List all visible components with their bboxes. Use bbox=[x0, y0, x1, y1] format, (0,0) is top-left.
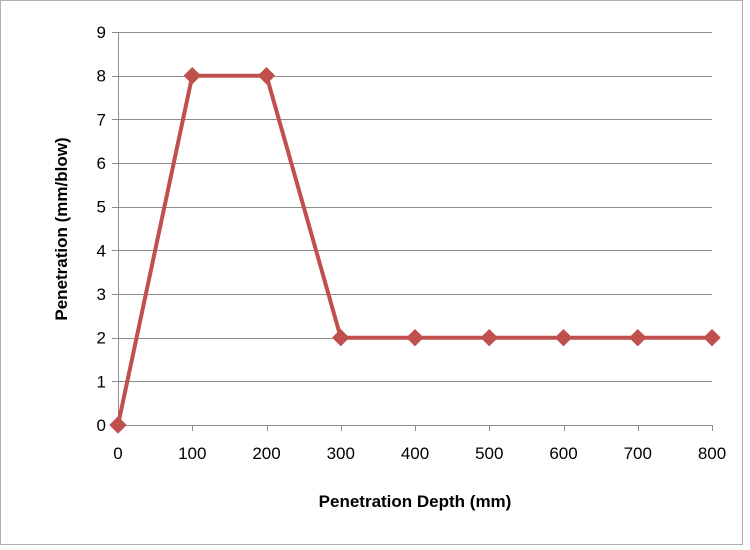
x-tick-label-100: 100 bbox=[178, 444, 206, 463]
x-tick-label-400: 400 bbox=[401, 444, 429, 463]
data-point-100 bbox=[183, 66, 201, 85]
x-tick-label-600: 600 bbox=[549, 444, 577, 463]
tick-labels: 0 1 2 3 4 5 6 7 8 9 0 100 200 300 400 500 600 700 800 bbox=[97, 23, 727, 463]
data-point-500 bbox=[480, 328, 498, 347]
x-tick-label-300: 300 bbox=[327, 444, 355, 463]
y-tick-label-3: 3 bbox=[97, 285, 106, 304]
y-tick-label-2: 2 bbox=[97, 329, 106, 348]
data-point-200 bbox=[257, 66, 276, 85]
y-tick-label-5: 5 bbox=[97, 198, 106, 217]
data-point-300 bbox=[332, 328, 350, 347]
x-tick-label-700: 700 bbox=[624, 444, 652, 463]
x-tick-label-0: 0 bbox=[113, 444, 122, 463]
y-tick-label-6: 6 bbox=[97, 154, 106, 173]
data-point-400 bbox=[406, 328, 424, 347]
y-tick-label-9: 9 bbox=[97, 23, 106, 42]
x-tick-label-500: 500 bbox=[475, 444, 503, 463]
y-axis-title: Penetration (mm/blow) bbox=[52, 137, 71, 320]
data-point-600 bbox=[554, 328, 573, 347]
series bbox=[109, 66, 721, 434]
axes bbox=[112, 32, 713, 431]
y-tick-label-7: 7 bbox=[97, 110, 106, 129]
gridlines bbox=[118, 32, 712, 382]
data-point-800 bbox=[703, 328, 721, 347]
x-tick-label-200: 200 bbox=[252, 444, 280, 463]
data-point-700 bbox=[629, 328, 647, 347]
y-tick-label-0: 0 bbox=[97, 416, 106, 435]
y-tick-label-1: 1 bbox=[97, 372, 106, 391]
y-tick-label-8: 8 bbox=[97, 67, 106, 86]
x-tick-label-800: 800 bbox=[698, 444, 726, 463]
data-point-0 bbox=[109, 416, 127, 434]
x-axis-title: Penetration Depth (mm) bbox=[319, 492, 512, 511]
y-tick-label-4: 4 bbox=[97, 241, 106, 260]
